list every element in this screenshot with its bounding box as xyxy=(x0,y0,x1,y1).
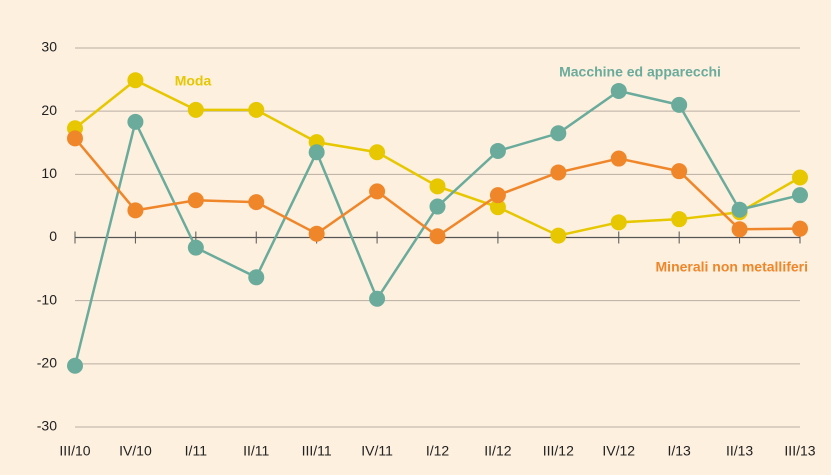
x-tick-label: IV/10 xyxy=(119,443,152,459)
point xyxy=(248,101,265,118)
point xyxy=(369,183,386,200)
point xyxy=(792,187,808,204)
point xyxy=(489,142,506,159)
point xyxy=(248,194,265,211)
point xyxy=(489,187,506,204)
point xyxy=(610,150,627,167)
y-tick-label: 10 xyxy=(41,165,57,181)
point xyxy=(671,163,688,180)
x-tick-label: I/11 xyxy=(185,443,208,459)
point xyxy=(369,290,386,307)
series-label: Macchine ed apparecchi xyxy=(559,64,721,80)
x-tick-label: III/10 xyxy=(59,443,90,459)
x-tick-label: II/12 xyxy=(484,443,511,459)
point xyxy=(308,144,325,161)
point xyxy=(489,199,506,216)
y-tick-label: -10 xyxy=(37,291,57,307)
y-tick-label: 30 xyxy=(41,39,57,55)
x-tick-label: III/11 xyxy=(302,443,332,459)
point xyxy=(127,202,144,219)
x-tick-label: II/13 xyxy=(726,443,753,459)
y-tick-label: -20 xyxy=(37,355,57,371)
point xyxy=(792,169,808,186)
point xyxy=(67,357,83,374)
x-tick-label: III/13 xyxy=(784,443,815,459)
point xyxy=(308,225,325,242)
point xyxy=(671,211,688,228)
point xyxy=(792,220,808,237)
point xyxy=(248,269,265,286)
point xyxy=(127,113,144,130)
x-tick-label: III/12 xyxy=(543,443,574,459)
y-tick-label: -30 xyxy=(37,418,57,434)
x-tick-label: IV/12 xyxy=(602,443,635,459)
point xyxy=(731,201,748,218)
point xyxy=(550,227,567,244)
series-label: Minerali non metalliferi xyxy=(656,259,808,275)
point xyxy=(671,96,688,113)
point xyxy=(369,144,386,161)
y-tick-label: 20 xyxy=(41,102,57,118)
point xyxy=(67,130,83,147)
point xyxy=(429,228,446,245)
point xyxy=(187,101,204,118)
x-tick-label: IV/11 xyxy=(361,443,393,459)
point xyxy=(610,82,627,99)
point xyxy=(187,192,204,209)
point xyxy=(127,72,144,89)
point xyxy=(187,239,204,256)
point xyxy=(429,198,446,215)
point xyxy=(429,178,446,195)
point xyxy=(731,221,748,238)
x-tick-label: II/11 xyxy=(243,443,269,459)
point xyxy=(550,164,567,181)
point xyxy=(610,214,627,231)
y-tick-label: 0 xyxy=(49,228,57,244)
point xyxy=(550,125,567,142)
x-tick-label: I/13 xyxy=(667,443,691,459)
series-label: Moda xyxy=(175,73,212,89)
x-tick-label: I/12 xyxy=(426,443,450,459)
